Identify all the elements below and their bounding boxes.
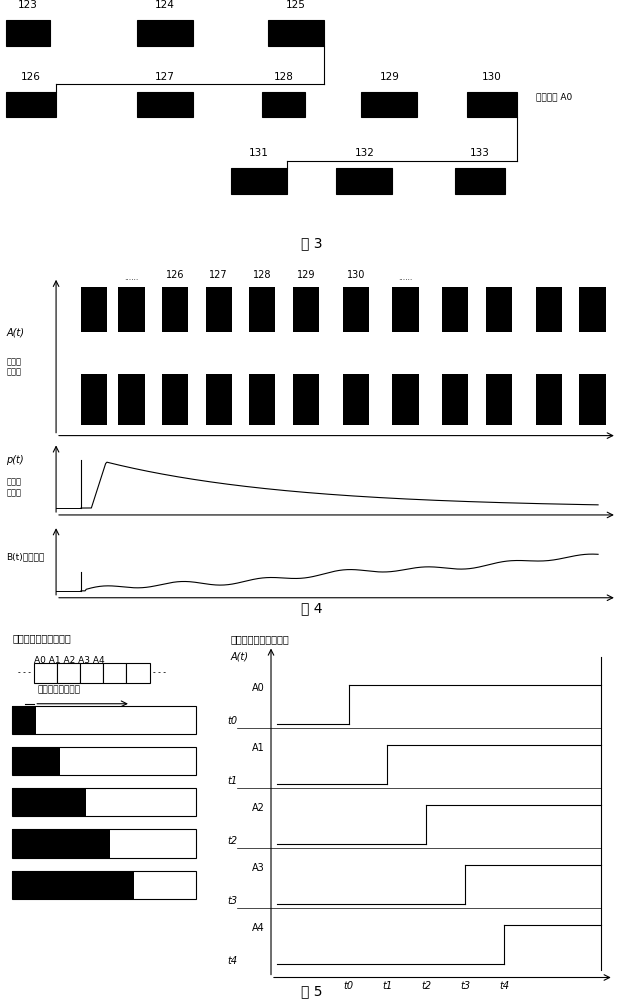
Text: t2: t2 xyxy=(421,981,431,991)
Text: 123: 123 xyxy=(18,0,38,10)
Text: 固定单元 A0: 固定单元 A0 xyxy=(536,92,572,101)
Text: - - -: - - - xyxy=(153,668,166,677)
Text: 屏幕上相邻的像素单元: 屏幕上相邻的像素单元 xyxy=(12,633,71,643)
Text: p(t): p(t) xyxy=(6,455,24,465)
Text: t3: t3 xyxy=(460,981,470,991)
Bar xyxy=(231,168,287,194)
Text: t2: t2 xyxy=(227,836,237,846)
Bar xyxy=(343,287,369,332)
Text: B(t)视觉感受: B(t)视觉感受 xyxy=(6,552,44,561)
Bar xyxy=(81,373,107,425)
Text: A0 A1 A2 A3 A4: A0 A1 A2 A3 A4 xyxy=(34,656,105,665)
Text: 图 3: 图 3 xyxy=(301,236,322,250)
Text: 126: 126 xyxy=(166,270,184,280)
Bar xyxy=(206,373,232,425)
Bar xyxy=(162,373,188,425)
Bar xyxy=(6,92,56,117)
Bar xyxy=(12,747,60,775)
Text: 129: 129 xyxy=(379,72,399,82)
Text: 127: 127 xyxy=(155,72,175,82)
Bar xyxy=(162,287,188,332)
Text: t4: t4 xyxy=(227,956,237,966)
Bar xyxy=(12,871,196,899)
Bar xyxy=(126,662,150,683)
Bar xyxy=(579,287,606,332)
Bar xyxy=(57,662,80,683)
Bar xyxy=(249,287,275,332)
Text: A1: A1 xyxy=(252,743,265,753)
Bar xyxy=(536,373,562,425)
Bar xyxy=(442,373,468,425)
Bar xyxy=(12,871,134,899)
Bar xyxy=(361,92,417,117)
Bar xyxy=(392,373,419,425)
Text: - - -: - - - xyxy=(18,668,31,677)
Text: 130: 130 xyxy=(346,270,365,280)
Text: 132: 132 xyxy=(354,148,374,158)
Bar xyxy=(12,747,196,775)
Text: A(t): A(t) xyxy=(231,651,249,661)
Bar xyxy=(262,92,305,117)
Text: A3: A3 xyxy=(252,863,265,873)
Text: 127: 127 xyxy=(209,270,228,280)
Text: 125: 125 xyxy=(286,0,306,10)
Text: 129: 129 xyxy=(297,270,315,280)
Text: A(t): A(t) xyxy=(6,327,24,337)
Text: 131: 131 xyxy=(249,148,269,158)
Bar xyxy=(268,20,324,46)
Bar xyxy=(455,168,505,194)
Bar xyxy=(118,373,145,425)
Bar xyxy=(293,373,319,425)
Bar xyxy=(12,788,86,816)
Bar xyxy=(118,287,145,332)
Text: t1: t1 xyxy=(383,981,392,991)
Text: 轮廓由左向右移动: 轮廓由左向右移动 xyxy=(37,685,80,694)
Bar xyxy=(536,287,562,332)
Text: t4: t4 xyxy=(499,981,509,991)
Text: t1: t1 xyxy=(227,776,237,786)
Bar xyxy=(12,706,36,734)
Text: t0: t0 xyxy=(343,981,354,991)
Bar xyxy=(579,373,606,425)
Bar xyxy=(12,706,196,734)
Bar xyxy=(12,788,196,816)
Text: 124: 124 xyxy=(155,0,175,10)
Text: 视觉刺
激强度: 视觉刺 激强度 xyxy=(6,357,21,376)
Bar xyxy=(293,287,319,332)
Bar xyxy=(486,287,512,332)
Bar xyxy=(137,20,193,46)
Text: 视觉冲
击响应: 视觉冲 击响应 xyxy=(6,478,21,497)
Text: 130: 130 xyxy=(482,72,502,82)
Text: t3: t3 xyxy=(227,896,237,906)
Text: 128: 128 xyxy=(253,270,272,280)
Bar xyxy=(12,829,110,857)
Text: ......: ...... xyxy=(125,273,138,282)
Bar xyxy=(12,829,196,857)
Text: 128: 128 xyxy=(273,72,293,82)
Bar xyxy=(6,20,50,46)
Bar xyxy=(486,373,512,425)
Bar xyxy=(206,287,232,332)
Bar xyxy=(34,662,57,683)
Text: 133: 133 xyxy=(470,148,490,158)
Bar xyxy=(392,287,419,332)
Text: A0: A0 xyxy=(252,683,265,693)
Text: 126: 126 xyxy=(21,72,41,82)
Text: ......: ...... xyxy=(399,273,412,282)
Text: A4: A4 xyxy=(252,923,265,933)
Text: A2: A2 xyxy=(252,803,265,813)
Bar xyxy=(137,92,193,117)
Bar xyxy=(81,287,107,332)
Bar xyxy=(80,662,103,683)
Text: t0: t0 xyxy=(227,716,237,726)
Bar xyxy=(336,168,392,194)
Bar xyxy=(467,92,517,117)
Bar xyxy=(103,662,126,683)
Bar xyxy=(442,287,468,332)
Bar xyxy=(343,373,369,425)
Bar xyxy=(249,373,275,425)
Text: 图 4: 图 4 xyxy=(301,601,322,615)
Text: 运动轮廓对视觉的刺激: 运动轮廓对视觉的刺激 xyxy=(231,634,289,644)
Text: 图 5: 图 5 xyxy=(301,984,322,998)
